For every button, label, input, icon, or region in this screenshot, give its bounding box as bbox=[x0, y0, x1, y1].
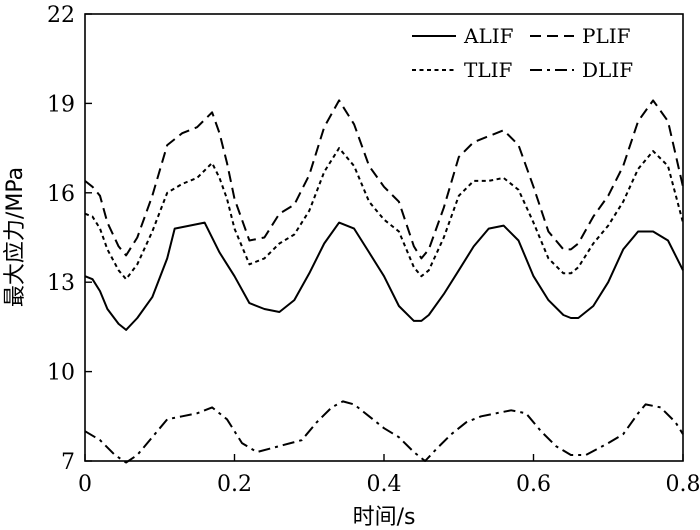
y-tick-label: 16 bbox=[47, 182, 75, 207]
x-tick-label: 0.6 bbox=[516, 472, 551, 497]
y-tick-label: 7 bbox=[61, 450, 75, 475]
series-line-plif bbox=[84, 99, 684, 260]
x-axis-label: 时间/s bbox=[353, 505, 416, 530]
series-layer bbox=[84, 99, 684, 464]
y-tick-label: 10 bbox=[47, 361, 75, 386]
y-tick-label: 19 bbox=[47, 92, 75, 117]
series-line-alif bbox=[84, 221, 684, 331]
axis-ticks: 0 0.2 0.4 0.6 0.8 7 10 13 16 19 22 bbox=[47, 3, 700, 497]
x-tick-label: 0.8 bbox=[666, 472, 700, 497]
x-tick-label: 0 bbox=[78, 472, 92, 497]
plot-area bbox=[84, 13, 684, 462]
y-axis-label: 最大应力/MPa bbox=[3, 167, 28, 307]
x-tick-label: 0.4 bbox=[367, 472, 402, 497]
y-tick-label: 13 bbox=[47, 271, 75, 296]
legend-label-dlif: DLIF bbox=[582, 58, 633, 82]
legend-label-plif: PLIF bbox=[582, 24, 631, 48]
legend-label-alif: ALIF bbox=[463, 24, 514, 48]
x-tick-label: 0.2 bbox=[217, 472, 252, 497]
y-tick-label: 22 bbox=[47, 3, 75, 28]
series-line-dlif bbox=[84, 400, 684, 464]
legend: ALIF PLIF TLIF DLIF bbox=[412, 24, 633, 82]
legend-label-tlif: TLIF bbox=[464, 58, 513, 82]
